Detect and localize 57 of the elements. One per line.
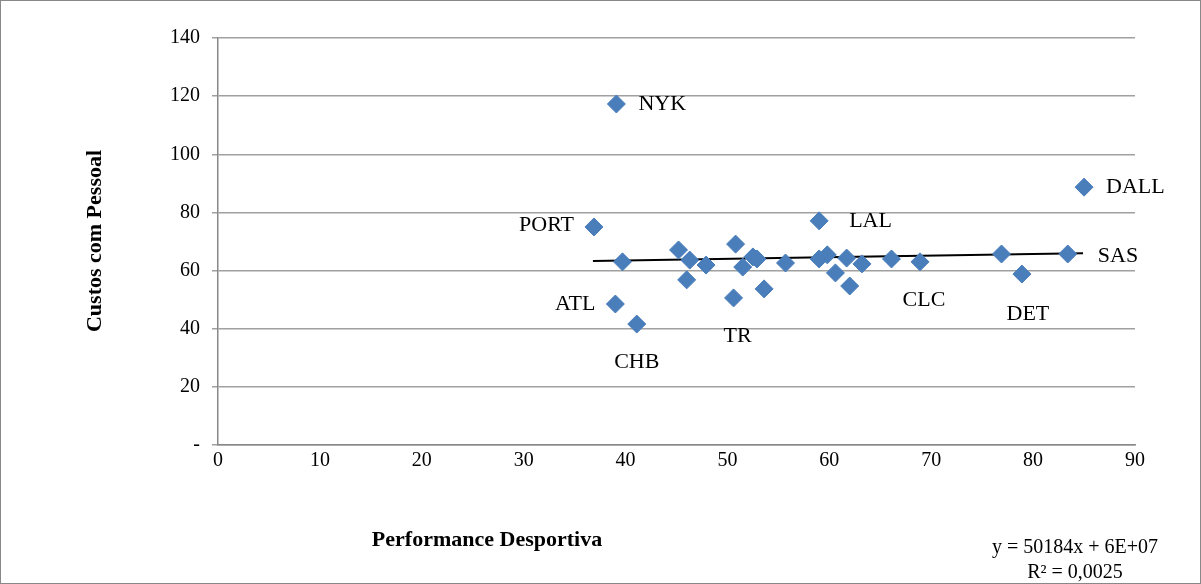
annotation: DALL: [1106, 172, 1165, 198]
x-tick-label: 20: [411, 448, 432, 471]
x-tick-label: 90: [1125, 448, 1145, 471]
x-axis-title: Performance Desportiva: [371, 525, 603, 551]
y-tick-label: 120: [170, 83, 200, 106]
y-tick-label: 140: [170, 25, 200, 48]
text: R² = 0,0025: [1027, 560, 1123, 583]
annotation: CLC: [902, 285, 946, 311]
point: [1058, 244, 1078, 264]
point: [584, 217, 604, 237]
point: [809, 211, 829, 231]
annotation: LAL: [849, 206, 892, 232]
point: [840, 276, 860, 296]
point: [613, 252, 632, 272]
point: [627, 314, 647, 334]
text: y = 50184x + 6E+07: [991, 535, 1159, 559]
point: [754, 279, 774, 299]
point: [1012, 264, 1032, 284]
point: [992, 244, 1012, 264]
point: [677, 270, 697, 290]
x-tick-label: 10: [309, 448, 330, 471]
x-tick-label: 0: [213, 448, 223, 471]
x-tick-label: 70: [921, 448, 942, 471]
annotation: TR: [723, 321, 752, 347]
annotation: PORT: [519, 210, 575, 236]
x-tick-label: 80: [1023, 448, 1044, 471]
point: [724, 288, 744, 308]
y-tick-label: 80: [180, 199, 200, 222]
point: [910, 252, 930, 272]
point: [605, 294, 625, 314]
point: [696, 255, 716, 275]
point: [726, 234, 746, 254]
point: [606, 94, 626, 114]
x-tick-label: 50: [717, 448, 738, 471]
point: [669, 240, 689, 260]
annotation: CHB: [614, 347, 660, 373]
annotation: NYK: [638, 89, 687, 115]
x-tick-label: 30: [513, 448, 534, 471]
y-tick-label: 20: [180, 374, 200, 397]
y-tick-label: 40: [180, 315, 200, 338]
point: [837, 248, 857, 268]
point: [825, 263, 845, 283]
annotation: DET: [1006, 299, 1050, 325]
point: [881, 249, 901, 269]
point: [1074, 177, 1094, 197]
x-tick-label: 60: [819, 448, 840, 471]
y-axis-title: Custos com Pessoal: [80, 149, 106, 333]
point: [776, 253, 796, 273]
x-tick-label: 40: [615, 448, 636, 471]
point: [852, 254, 872, 274]
point: [733, 257, 753, 277]
y-tick-label: -: [193, 432, 200, 455]
y-tick-label: 60: [180, 257, 200, 280]
point: [680, 250, 700, 270]
y-tick-label: 100: [170, 141, 200, 164]
annotation: SAS: [1097, 241, 1139, 267]
annotation: ATL: [555, 289, 596, 315]
